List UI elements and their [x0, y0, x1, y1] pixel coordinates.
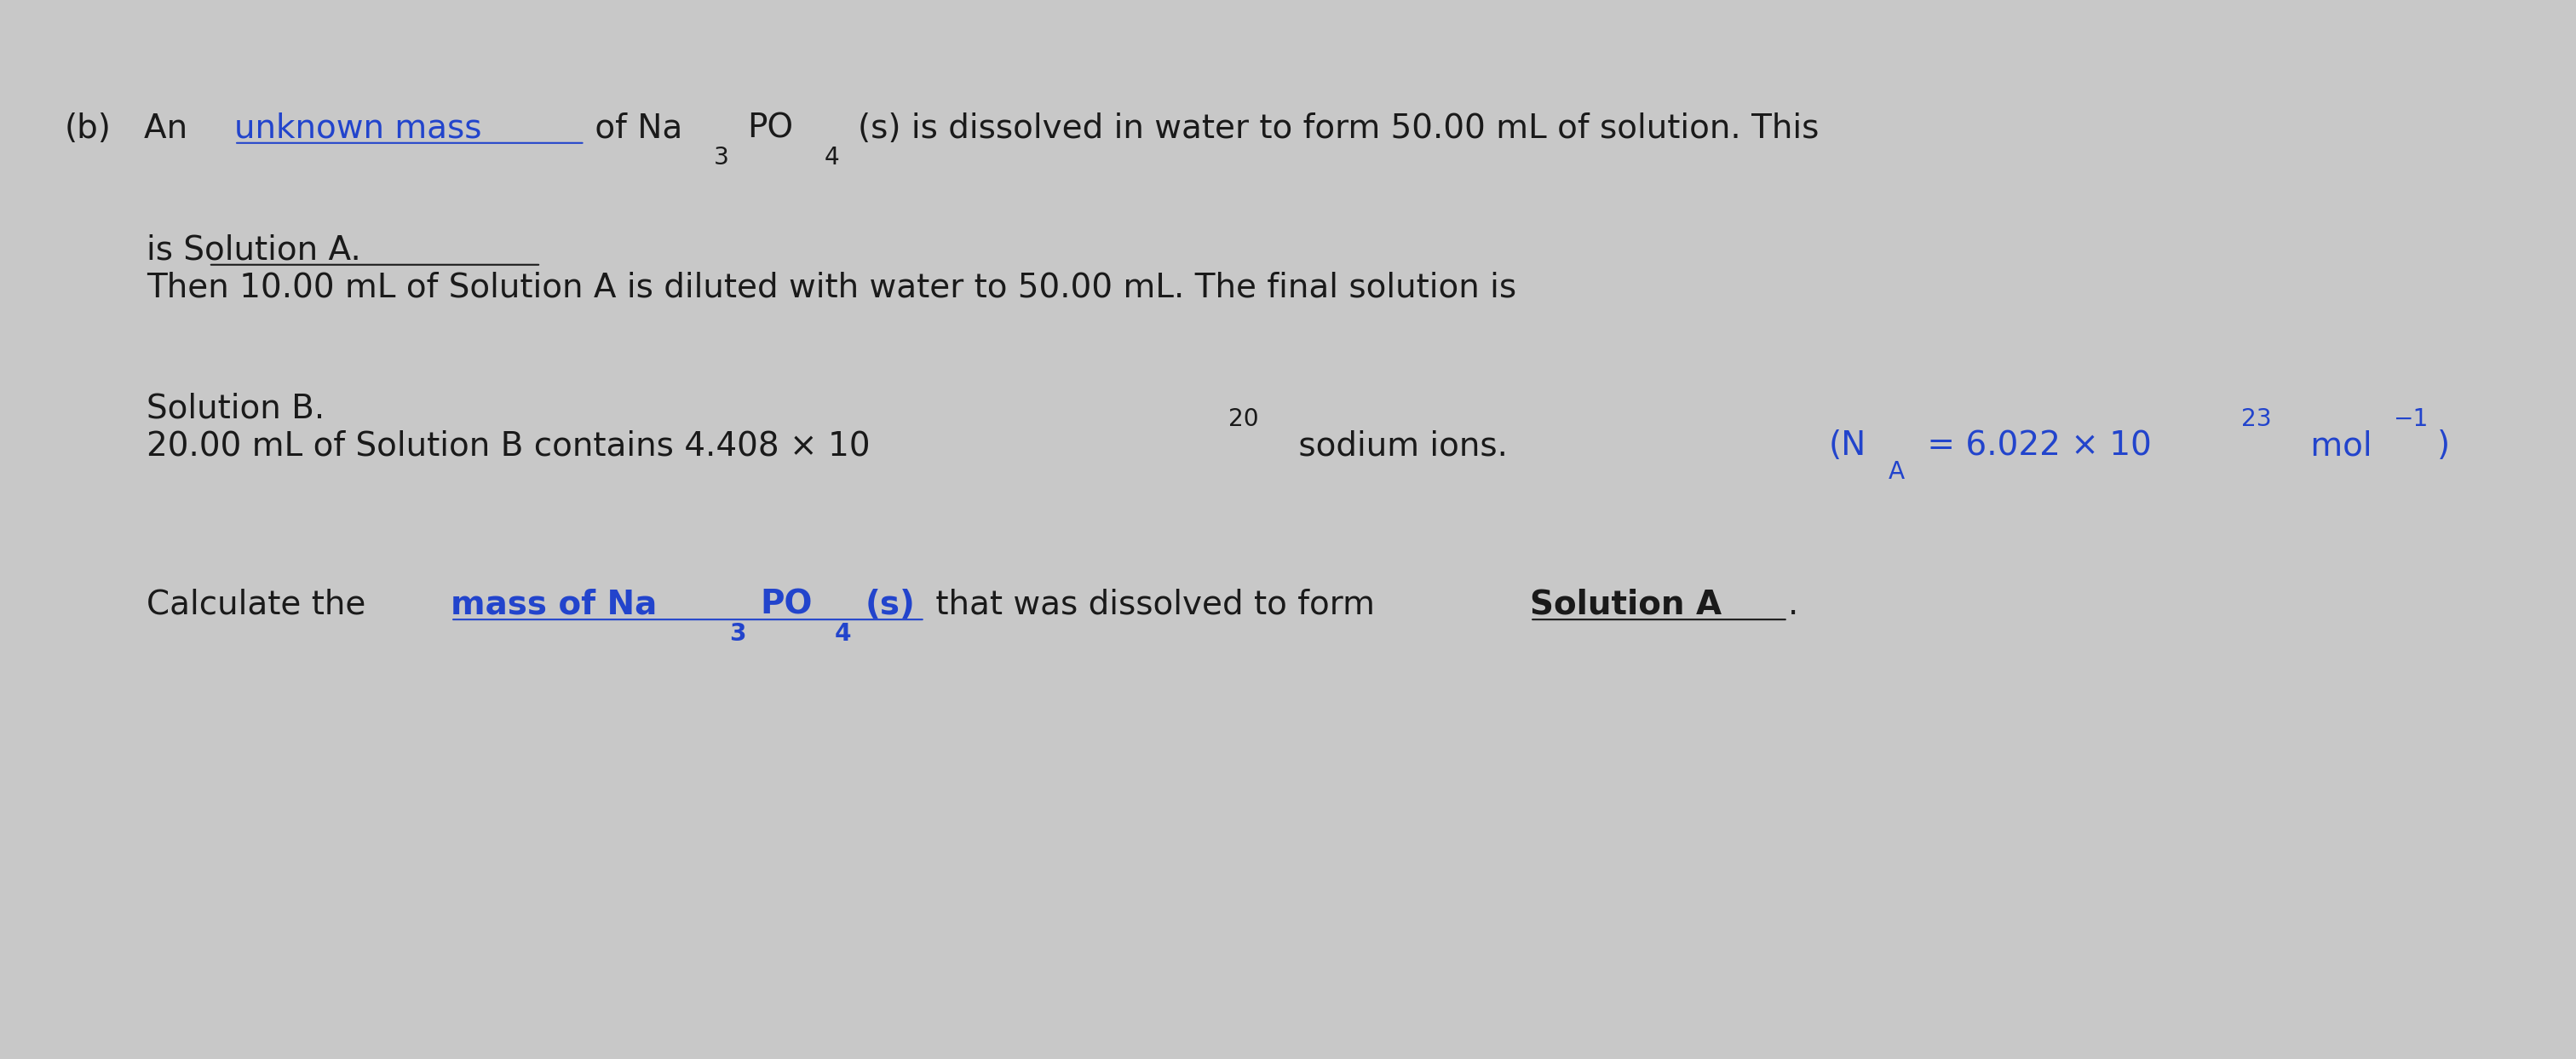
Text: A: A: [1888, 460, 1904, 484]
Text: −1: −1: [2393, 407, 2429, 431]
Text: unknown mass: unknown mass: [234, 112, 482, 144]
Text: Solution A: Solution A: [1530, 589, 1721, 621]
Text: (s) is dissolved in water to form 50.00 mL of solution. This: (s) is dissolved in water to form 50.00 …: [858, 112, 1819, 144]
Text: that was dissolved to form: that was dissolved to form: [925, 589, 1386, 621]
Text: 3: 3: [714, 145, 729, 169]
Text: (N: (N: [1829, 430, 1868, 462]
Text: (s): (s): [866, 589, 914, 621]
Text: 3: 3: [729, 622, 744, 646]
Text: is Solution A.: is Solution A.: [147, 234, 361, 266]
Text: 20: 20: [1229, 407, 1260, 431]
Text: sodium ions.: sodium ions.: [1288, 430, 1507, 462]
Text: ): ): [2437, 430, 2450, 462]
Text: 20.00 mL of Solution B contains 4.408 × 10: 20.00 mL of Solution B contains 4.408 × …: [147, 430, 871, 462]
Text: PO: PO: [760, 589, 811, 621]
Text: (b): (b): [64, 112, 111, 144]
Text: Then 10.00 mL of Solution A is diluted with water to 50.00 mL. The final solutio: Then 10.00 mL of Solution A is diluted w…: [147, 271, 1517, 303]
Text: 4: 4: [835, 622, 850, 646]
Text: mass of Na: mass of Na: [451, 589, 657, 621]
Text: = 6.022 × 10: = 6.022 × 10: [1917, 430, 2151, 462]
Text: .: .: [1788, 589, 1798, 621]
Text: PO: PO: [747, 112, 793, 144]
Text: An: An: [144, 112, 198, 144]
Text: 23: 23: [2241, 407, 2272, 431]
Text: Solution B.: Solution B.: [147, 393, 325, 425]
Text: 4: 4: [824, 145, 840, 169]
Text: mol: mol: [2300, 430, 2372, 462]
Text: of Na: of Na: [585, 112, 683, 144]
Text: Calculate the: Calculate the: [147, 589, 376, 621]
